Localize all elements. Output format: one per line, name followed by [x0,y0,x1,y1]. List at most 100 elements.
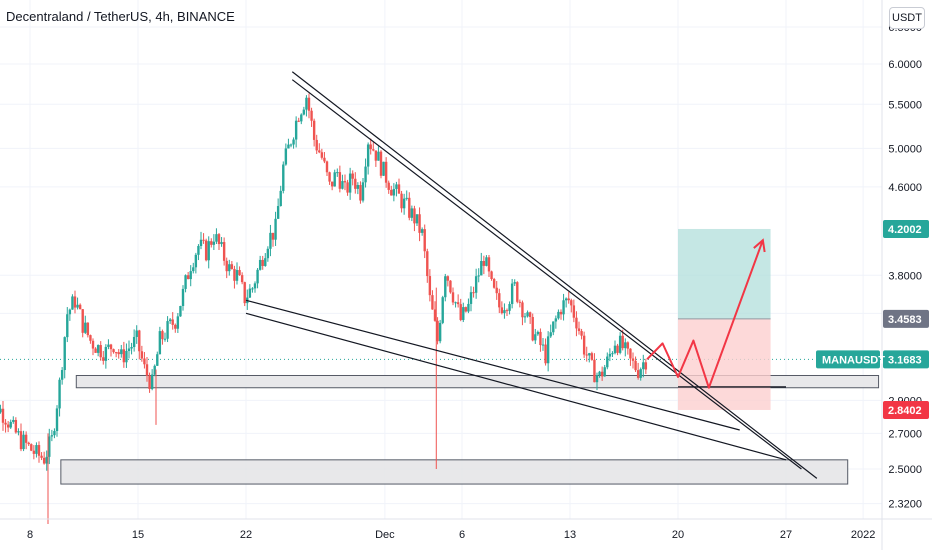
candle [343,174,347,191]
candle-body [222,242,226,261]
candle-body [73,296,77,308]
time-axis[interactable]: 8 15 22 Dec 6 13 20 27 2022 [27,529,875,541]
candle [104,344,108,369]
candle-body [130,347,133,349]
candle-body [14,419,18,433]
forecast-arrow[interactable] [646,238,766,389]
price-tag-value: 3.4583 [888,314,922,326]
candle [78,303,82,310]
candle [577,321,581,335]
candle-body [423,229,426,252]
candle-body [462,307,465,320]
candle-body [408,197,411,218]
candle-body [276,206,280,219]
candle-body [343,181,347,183]
candle-body [446,276,450,281]
candle [487,254,491,277]
candle [582,331,586,358]
candle-body [498,293,501,308]
candle [204,238,208,262]
candle [109,343,113,357]
candle-body [467,303,470,312]
candle [444,273,447,302]
candle [318,143,321,154]
candle [354,172,357,194]
candle-body [341,181,344,189]
candle-body [37,445,41,456]
trendlines[interactable] [245,71,818,479]
candle-body [66,314,69,338]
long-position-box[interactable] [678,228,771,410]
candle [575,311,578,337]
candle [24,431,28,450]
candle-body [27,442,30,445]
candle [441,295,444,325]
candle [495,281,498,300]
candle [27,441,30,447]
target-zone [678,228,771,319]
candle [174,323,177,333]
candle-body [564,298,568,301]
candle-body [351,173,354,179]
candle [418,207,421,242]
candle [135,325,138,344]
candle [22,430,25,452]
candle-body [215,234,218,242]
candle-body [593,359,596,383]
candle [361,177,365,203]
candle-body [266,248,270,259]
candle-body [204,240,208,261]
candle [243,281,246,307]
candle-body [22,434,25,450]
candle [588,352,591,363]
candle [562,293,565,321]
candle [282,161,285,194]
candle-body [323,157,326,162]
candle-body [534,334,537,341]
candle-body [366,144,370,167]
candle [480,252,483,276]
candle [220,237,223,247]
candle-body [603,367,606,377]
arrow-head [753,238,766,253]
candle-body [6,424,10,428]
candle [63,336,66,379]
candle-body [441,297,444,323]
candle-body [618,335,622,353]
candle [294,116,298,148]
candle [320,148,324,160]
candle-body [132,336,136,348]
candlestick-series [0,93,648,524]
candle [369,138,372,155]
candle [477,268,480,283]
candle [215,228,218,244]
candle-body [505,310,509,312]
candle [9,419,12,429]
candle-body [35,445,38,454]
y-tick-label: 2.7000 [888,428,922,440]
candle [48,428,51,465]
candle [120,344,123,358]
trendline [245,312,787,461]
candle-body [240,275,244,283]
candle-body [328,172,331,182]
currency-button[interactable]: USDT [889,7,925,29]
candle-body [282,164,285,191]
candle-body [91,340,95,349]
candle [261,255,264,270]
candle [230,261,234,270]
candle-body [107,344,110,347]
candle [364,158,367,188]
x-tick-label: Dec [375,529,395,541]
candle-body [104,346,108,361]
candle [253,281,257,293]
candle [186,271,190,280]
candle-body [248,288,252,298]
candle [510,278,514,309]
candle [37,441,41,463]
candle-body [42,457,46,464]
price-tag-value: 2.8402 [888,405,922,417]
candle-body [217,234,221,245]
forecast-path [646,239,764,389]
